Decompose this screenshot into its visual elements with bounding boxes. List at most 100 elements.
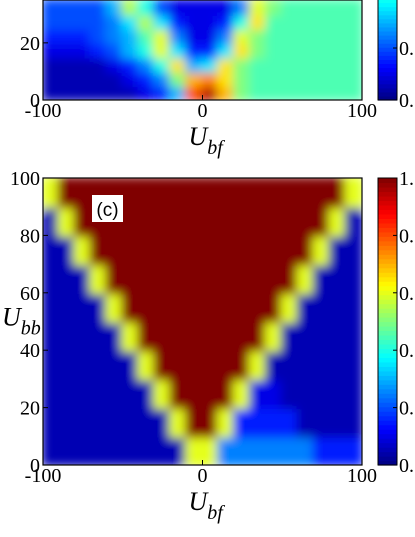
heatmap-cell bbox=[185, 377, 204, 410]
heatmap-cell bbox=[216, 348, 236, 381]
heatmap-cell bbox=[43, 84, 61, 100]
heatmap-cell bbox=[169, 291, 189, 323]
heatmap-cell bbox=[328, 69, 348, 88]
label-main: U bbox=[189, 487, 210, 516]
colorbar-segment bbox=[378, 178, 397, 184]
heatmap-cell bbox=[248, 233, 268, 266]
heatmap-cell bbox=[89, 348, 109, 381]
heatmap-cell bbox=[280, 406, 300, 438]
colorbar-segment bbox=[378, 379, 397, 385]
heatmap-cell bbox=[153, 55, 173, 73]
heatmap-cell bbox=[232, 69, 252, 88]
colorbar-segment bbox=[378, 366, 397, 372]
heatmap-cell bbox=[169, 434, 189, 465]
colorbar-segment bbox=[378, 222, 397, 228]
heatmap-cell bbox=[264, 55, 284, 73]
heatmap-cell bbox=[105, 27, 125, 45]
colorbar-tick-label: 0. bbox=[399, 90, 414, 112]
heatmap-cell bbox=[185, 348, 204, 381]
heatmap-cell bbox=[57, 320, 77, 352]
heatmap-cell bbox=[73, 320, 93, 352]
heatmap-cell bbox=[280, 12, 300, 31]
heatmap-cell bbox=[216, 178, 236, 209]
heatmap-cell bbox=[248, 434, 268, 465]
heatmap-cell bbox=[264, 205, 284, 237]
heatmap-cell bbox=[57, 205, 77, 237]
heatmap-cell bbox=[248, 84, 268, 100]
colorbar-segment bbox=[378, 308, 397, 314]
heatmap-cell bbox=[169, 406, 189, 438]
heatmap-cell bbox=[232, 41, 252, 59]
heatmap-cell bbox=[248, 55, 268, 73]
x-tick-label: 0 bbox=[198, 465, 208, 487]
heatmap-cell bbox=[312, 12, 332, 31]
heatmap-cell bbox=[201, 434, 220, 465]
colorbar-segment bbox=[378, 240, 397, 246]
heatmap-cell bbox=[57, 0, 77, 16]
colorbar-segment bbox=[378, 6, 397, 12]
heatmap-cell bbox=[43, 233, 61, 266]
heatmap-cell bbox=[216, 41, 236, 59]
heatmap bbox=[43, 178, 362, 465]
colorbar-segment bbox=[378, 0, 397, 4]
heatmap-cell bbox=[248, 320, 268, 352]
colorbar-segment bbox=[378, 370, 397, 376]
heatmap-cell bbox=[201, 69, 220, 88]
heatmap-cell bbox=[57, 27, 77, 45]
colorbar-segment bbox=[378, 321, 397, 327]
x-tick-label: 100 bbox=[347, 100, 377, 122]
heatmap-cell bbox=[312, 406, 332, 438]
heatmap-cell bbox=[216, 291, 236, 323]
heatmap-cell bbox=[43, 348, 61, 381]
heatmap-cell bbox=[185, 27, 204, 45]
colorbar-segment bbox=[378, 10, 397, 16]
heatmap-cell bbox=[344, 320, 362, 352]
heatmap-cell bbox=[105, 233, 125, 266]
heatmap-cell bbox=[296, 262, 316, 295]
heatmap-cell bbox=[43, 69, 61, 88]
heatmap-cell bbox=[248, 205, 268, 237]
heatmap-cell bbox=[57, 406, 77, 438]
colorbar-segment bbox=[378, 397, 397, 403]
heatmap-cell bbox=[43, 320, 61, 352]
heatmap-cell bbox=[312, 434, 332, 465]
colorbar-segment bbox=[378, 433, 397, 439]
colorbar-segment bbox=[378, 393, 397, 399]
heatmap-cell bbox=[280, 84, 300, 100]
heatmap-cell bbox=[344, 41, 362, 59]
heatmap-cell bbox=[169, 348, 189, 381]
heatmap-cell bbox=[105, 406, 125, 438]
heatmap-cell bbox=[169, 205, 189, 237]
colorbar-segment bbox=[378, 59, 397, 65]
heatmap-cell bbox=[57, 233, 77, 266]
heatmap-cell bbox=[328, 320, 348, 352]
heatmap-cell bbox=[169, 55, 189, 73]
heatmap-cell bbox=[280, 320, 300, 352]
colorbar-segment bbox=[378, 290, 397, 296]
heatmap-cell bbox=[280, 262, 300, 295]
heatmap-cell bbox=[201, 377, 220, 410]
y-tick-label: 40 bbox=[20, 340, 40, 362]
heatmap-cell bbox=[216, 377, 236, 410]
heatmap-cell bbox=[121, 12, 141, 31]
heatmap-cell bbox=[121, 27, 141, 45]
heatmap-cell bbox=[121, 41, 141, 59]
heatmap-cell bbox=[153, 69, 173, 88]
heatmap-cell bbox=[89, 12, 109, 31]
heatmap-cell bbox=[216, 262, 236, 295]
heatmap-cell bbox=[328, 377, 348, 410]
heatmap-cell bbox=[248, 291, 268, 323]
heatmap-cell bbox=[43, 41, 61, 59]
heatmap-cell bbox=[105, 41, 125, 59]
y-tick-label: 80 bbox=[20, 225, 40, 247]
heatmap-cell bbox=[121, 406, 141, 438]
colorbar-segment bbox=[378, 429, 397, 435]
heatmap-cell bbox=[121, 0, 141, 16]
colorbar-segment bbox=[378, 272, 397, 278]
colorbar-segment bbox=[378, 30, 397, 36]
heatmap-cell bbox=[201, 348, 220, 381]
heatmap-cell bbox=[57, 69, 77, 88]
heatmap-cell bbox=[264, 69, 284, 88]
heatmap-cell bbox=[105, 84, 125, 100]
heatmap-cell bbox=[73, 12, 93, 31]
